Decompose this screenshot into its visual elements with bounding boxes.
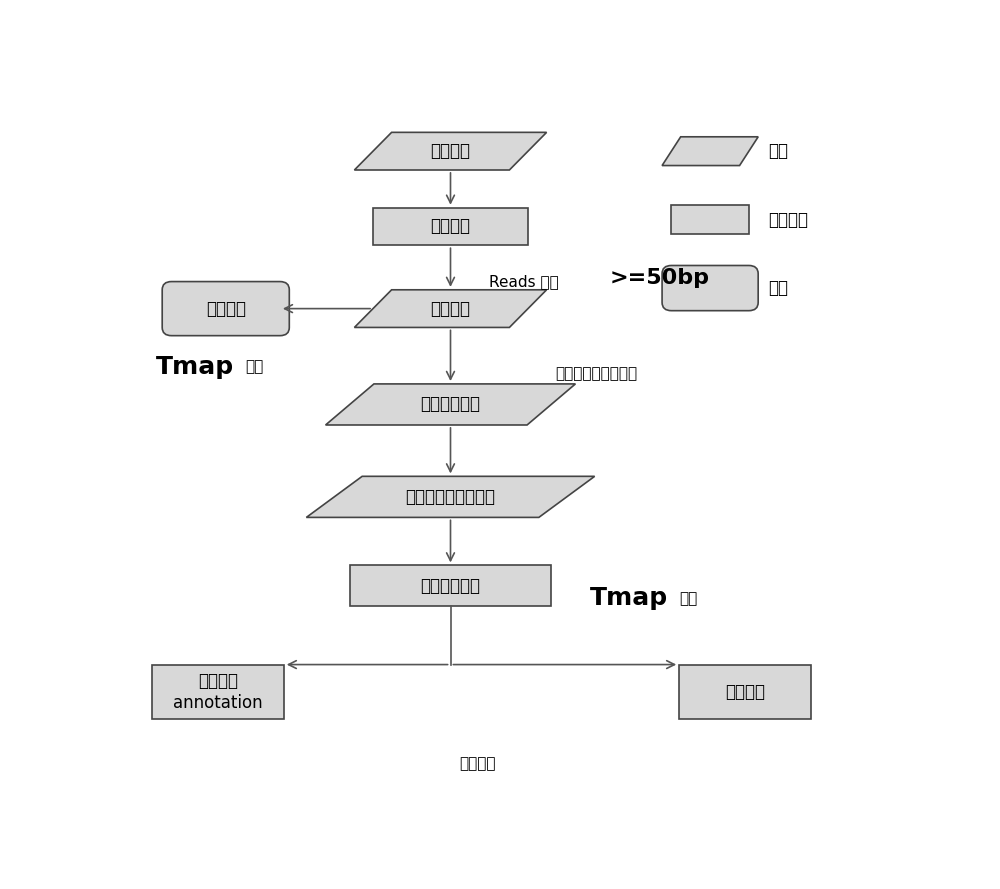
Text: 软件: 软件 [245, 359, 263, 374]
Polygon shape [662, 137, 758, 165]
Bar [152, 665, 284, 719]
Text: 文件: 文件 [768, 279, 788, 297]
Bar [679, 665, 811, 719]
Text: >=50bp: >=50bp [609, 268, 709, 288]
Polygon shape [306, 477, 595, 517]
Text: 比对到宿主参考序列: 比对到宿主参考序列 [555, 366, 637, 381]
Text: 数据: 数据 [768, 142, 788, 160]
Text: 细菌注释
annotation: 细菌注释 annotation [173, 672, 263, 712]
Text: 病毒注释: 病毒注释 [725, 683, 765, 701]
Text: 数据过滤: 数据过滤 [430, 218, 471, 236]
Bar [671, 205, 749, 234]
Text: Tmap: Tmap [590, 586, 668, 610]
Text: 干净数据: 干净数据 [430, 300, 471, 317]
Text: 筛掉宿主数据: 筛掉宿主数据 [420, 396, 480, 413]
Text: 原始数据: 原始数据 [430, 142, 471, 160]
Bar [373, 208, 528, 245]
Polygon shape [354, 290, 547, 327]
Text: 软件: 软件 [679, 590, 697, 605]
Text: 数据统计: 数据统计 [206, 300, 246, 317]
Text: 比对上的数据: 比对上的数据 [420, 577, 480, 595]
Bar [350, 565, 551, 606]
FancyBboxPatch shape [662, 266, 758, 310]
Polygon shape [354, 132, 547, 170]
Text: Tmap: Tmap [156, 355, 234, 379]
FancyBboxPatch shape [162, 282, 289, 336]
Text: Reads 长度: Reads 长度 [489, 274, 559, 289]
Text: 处理过程: 处理过程 [768, 211, 808, 228]
Text: 丰度阈値: 丰度阈値 [459, 757, 496, 772]
Text: 与微生物数据库比对: 与微生物数据库比对 [406, 488, 496, 506]
Polygon shape [326, 384, 575, 425]
